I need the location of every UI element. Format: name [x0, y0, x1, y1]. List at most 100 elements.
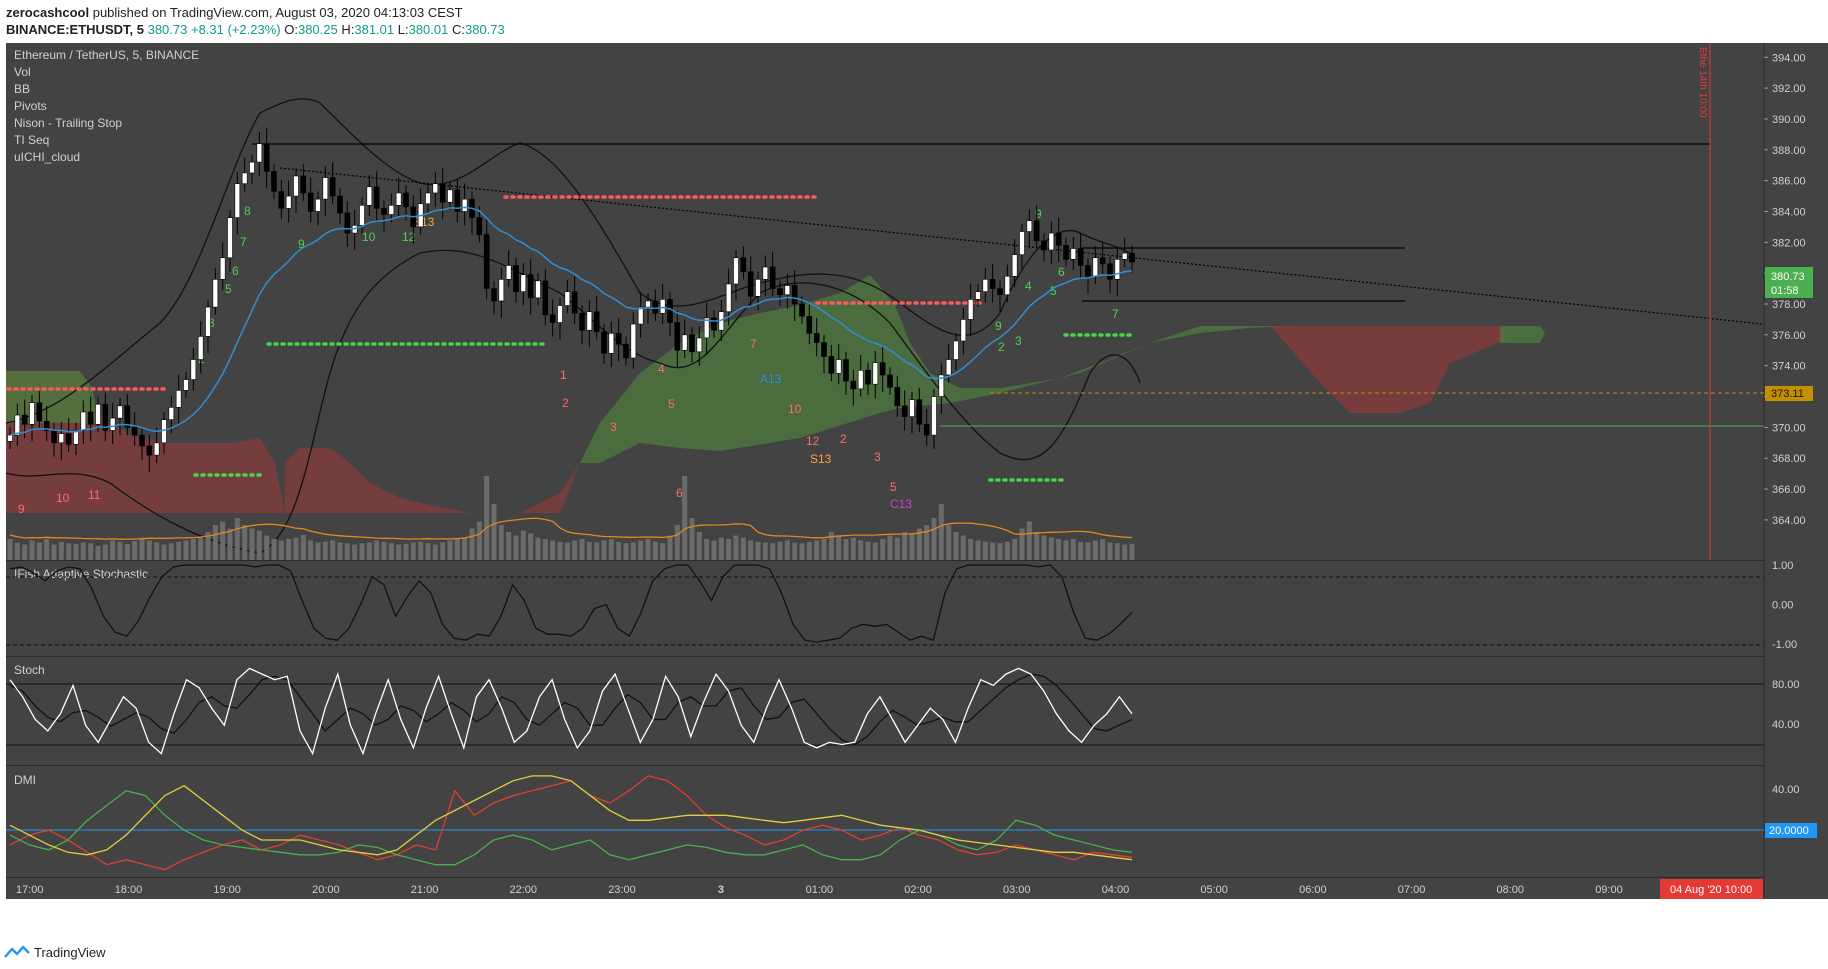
candle-body [989, 279, 996, 289]
candle-body [630, 323, 637, 359]
candle-body [601, 331, 607, 354]
candle-body [461, 198, 468, 212]
price-axis-bar [1764, 43, 1828, 899]
volume-bar [88, 543, 94, 560]
time-axis[interactable]: 17:00 18:00 19:00 20:00 21:00 22:00 23:00 3 01:0… [16, 884, 1623, 896]
dmi-pane[interactable] [6, 766, 1764, 877]
volume-bar [7, 539, 13, 560]
candle-body [799, 303, 805, 317]
volume-bar [850, 537, 856, 560]
dmi-tick-20: 20.0000 [1769, 825, 1809, 837]
volume-bar [22, 544, 28, 560]
level-price-value: 373.11 [1771, 388, 1804, 400]
stoch-pane[interactable] [6, 657, 1764, 765]
price-tick-label: 374.00 [1772, 361, 1806, 373]
dmi-title[interactable]: DMI [14, 773, 36, 787]
volume-bar [623, 543, 629, 560]
volume-bar [931, 518, 937, 560]
volume-bar [322, 541, 328, 560]
price-tick-label: 376.00 [1772, 330, 1806, 342]
candle-body [190, 359, 197, 380]
volume-bar [1026, 521, 1032, 560]
legend-pivots[interactable]: Pivots [14, 99, 47, 113]
volume-bar [1070, 539, 1076, 560]
candle-body [623, 343, 629, 359]
volume-bar [535, 537, 541, 560]
volume-bar [564, 542, 570, 560]
candle-body [65, 433, 72, 445]
stoch-tick-40: 40.00 [1772, 719, 1800, 731]
volume-bar [909, 533, 915, 560]
svg-text:2: 2 [562, 396, 569, 410]
candle-body [608, 333, 615, 354]
candle-body [579, 312, 585, 331]
tradingview-logo-icon[interactable] [4, 945, 30, 959]
volume-bar [330, 540, 336, 560]
volume-bar [102, 544, 108, 560]
volume-bar [594, 542, 600, 560]
candle-body [901, 405, 908, 417]
candle-body [1041, 240, 1047, 251]
candle-body [373, 186, 380, 209]
ifish-pane[interactable] [6, 561, 1764, 656]
candle-body [916, 399, 923, 425]
volume-bar [425, 543, 431, 560]
candle-body [403, 192, 409, 208]
candle-body [337, 195, 343, 214]
svg-text:12: 12 [806, 434, 820, 448]
ifish-line [9, 564, 1133, 643]
ichimoku-cloud [6, 275, 1545, 513]
candle-body [520, 274, 527, 292]
volume-bar [638, 540, 644, 560]
volume-bar [234, 518, 240, 560]
volume-bar [953, 532, 959, 560]
legend-vol[interactable]: Vol [14, 65, 31, 79]
candle-body [762, 266, 769, 280]
countdown-value: 01:58 [1771, 285, 1799, 297]
candle-body [205, 306, 211, 337]
candle-body [593, 311, 600, 333]
svg-text:5: 5 [225, 282, 232, 296]
volume-bar [249, 528, 255, 560]
candle-body [527, 274, 534, 299]
author-name[interactable]: zerocashcool [6, 5, 90, 20]
volume-bar [73, 543, 79, 560]
candle-body [945, 359, 952, 376]
trading-chart[interactable]: 10 11 9 8 7 6 5 3 2 9 10 12 S13 1 2 3 5 … [0, 43, 1828, 933]
volume-bar [704, 539, 710, 560]
candle-body [109, 417, 116, 431]
volume-bar [110, 540, 116, 560]
stoch-title[interactable]: Stoch [14, 663, 45, 677]
candle-body [1004, 275, 1011, 296]
candle-body [344, 212, 351, 234]
volume-bar [506, 532, 512, 560]
last-price-value: 380.73 [1771, 271, 1805, 283]
volume-bar [183, 540, 189, 560]
volume-bar [968, 539, 974, 560]
candle-body [857, 370, 864, 390]
volume-bar [586, 541, 592, 560]
volume-bar [843, 539, 849, 560]
volume-bar [447, 540, 453, 560]
legend-bb[interactable]: BB [14, 82, 30, 96]
date-badge: 04 Aug '20 10:00 [1670, 884, 1752, 896]
volume-bar [997, 543, 1003, 560]
candle-body [865, 370, 871, 385]
legend-title[interactable]: Ethereum / TetherUS, 5, BINANCE [14, 48, 199, 62]
footer-brand[interactable]: TradingView [34, 944, 106, 960]
volume-bar [718, 537, 724, 560]
candle-body [938, 374, 945, 397]
svg-text:5: 5 [668, 397, 675, 411]
legend-ti-seq[interactable]: TI Seq [14, 133, 49, 147]
candle-body [894, 386, 901, 407]
candle-body [791, 285, 798, 305]
time-tick-label: 21:00 [411, 884, 439, 896]
volume-bar [418, 541, 424, 560]
candle-body [117, 405, 123, 419]
candle-body [615, 333, 622, 345]
volume-bar [865, 541, 871, 560]
high-label: H: [341, 22, 355, 37]
legend-uichi[interactable]: uICHI_cloud [14, 150, 80, 164]
legend-nison[interactable]: Nison - Trailing Stop [14, 116, 122, 130]
volume-bar [374, 540, 380, 560]
